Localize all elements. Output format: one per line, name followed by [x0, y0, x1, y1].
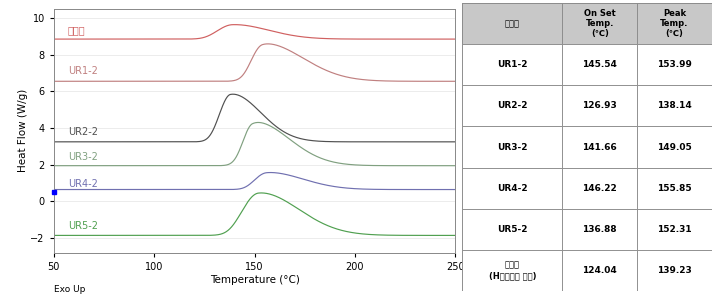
Text: UR2-2: UR2-2: [497, 101, 528, 110]
Text: 비교군
(H사측경화 수지): 비교군 (H사측경화 수지): [488, 261, 536, 280]
Bar: [462, 3, 562, 44]
Bar: [637, 168, 712, 209]
Text: UR1-2: UR1-2: [68, 66, 98, 76]
Text: 145.54: 145.54: [582, 60, 617, 69]
Bar: [562, 168, 637, 209]
Text: 153.99: 153.99: [657, 60, 692, 69]
Bar: [637, 3, 712, 44]
Text: On Set
Temp.
(℃): On Set Temp. (℃): [584, 9, 616, 39]
Text: Peak
Temp.
(℃): Peak Temp. (℃): [660, 9, 689, 39]
Text: 149.05: 149.05: [657, 143, 692, 151]
Text: 시료명: 시료명: [505, 19, 520, 28]
Bar: [562, 85, 637, 126]
Bar: [637, 85, 712, 126]
Text: 126.93: 126.93: [582, 101, 617, 110]
Text: 124.04: 124.04: [582, 266, 617, 275]
Y-axis label: Heat Flow (W/g): Heat Flow (W/g): [18, 89, 27, 173]
Bar: [637, 209, 712, 250]
Text: 146.22: 146.22: [582, 184, 617, 193]
Text: UR5-2: UR5-2: [497, 225, 528, 234]
Text: UR4-2: UR4-2: [497, 184, 528, 193]
Bar: [462, 168, 562, 209]
Bar: [562, 3, 637, 44]
Text: 139.23: 139.23: [657, 266, 692, 275]
Bar: [462, 85, 562, 126]
Text: 155.85: 155.85: [657, 184, 692, 193]
X-axis label: Temperature (°C): Temperature (°C): [209, 275, 300, 285]
Text: 136.88: 136.88: [582, 225, 617, 234]
Text: UR4-2: UR4-2: [68, 179, 98, 189]
Bar: [562, 209, 637, 250]
Text: UR2-2: UR2-2: [68, 127, 98, 137]
Bar: [562, 250, 637, 291]
Text: Exo Up: Exo Up: [54, 285, 85, 294]
Bar: [637, 44, 712, 85]
Text: UR3-2: UR3-2: [68, 151, 98, 161]
Bar: [637, 250, 712, 291]
Bar: [562, 126, 637, 168]
Text: UR3-2: UR3-2: [497, 143, 528, 151]
Text: UR1-2: UR1-2: [497, 60, 528, 69]
Text: UR5-2: UR5-2: [68, 221, 98, 231]
Text: 비교군: 비교군: [68, 25, 85, 35]
Bar: [637, 126, 712, 168]
Text: 152.31: 152.31: [657, 225, 692, 234]
Text: 141.66: 141.66: [582, 143, 617, 151]
Bar: [562, 44, 637, 85]
Text: 138.14: 138.14: [657, 101, 692, 110]
Bar: [462, 250, 562, 291]
Bar: [462, 126, 562, 168]
Bar: [462, 209, 562, 250]
Bar: [462, 44, 562, 85]
